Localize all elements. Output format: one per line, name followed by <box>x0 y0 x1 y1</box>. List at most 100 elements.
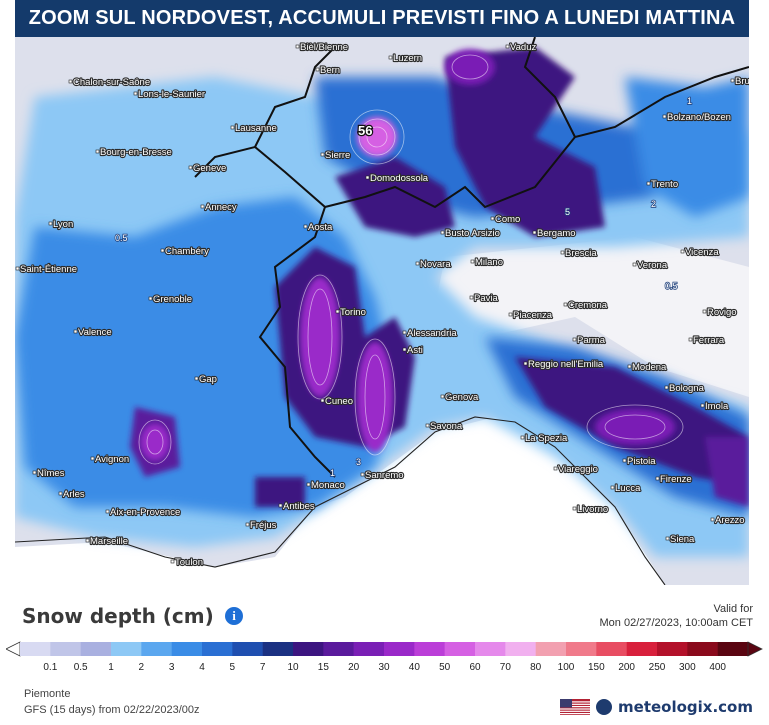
city-label: Bièl/Bienne <box>300 42 348 53</box>
city-marker <box>68 79 73 84</box>
city-marker <box>627 364 632 369</box>
map-canvas: 0.5 0.5 1 1 3 2 5 Bièl/Bienne Luzern Vaduz… <box>15 37 749 585</box>
city-marker <box>563 302 568 307</box>
city-marker <box>680 249 685 254</box>
city-marker <box>664 385 669 390</box>
city-marker <box>470 259 475 264</box>
city-label: Bourg-en-Bresse <box>100 147 172 158</box>
scale-tick-label: 250 <box>648 662 666 673</box>
scale-cell <box>111 642 142 656</box>
max-snow-label: 56 <box>358 123 372 138</box>
city-label: Bolzano/Bozen <box>667 112 731 123</box>
city-marker <box>48 221 53 226</box>
city-label: Chambéry <box>165 246 209 257</box>
scale-right-arrow <box>747 641 763 657</box>
scale-tick-label: 20 <box>348 662 360 673</box>
scale-tick-label: 1 <box>108 662 114 673</box>
city-marker <box>188 165 193 170</box>
city-marker <box>572 506 577 511</box>
scale-tick-label: 80 <box>530 662 542 673</box>
scale-tick-label: 40 <box>408 662 420 673</box>
city-label: Piacenza <box>513 310 553 321</box>
city-label: Cremona <box>568 300 608 311</box>
city-marker <box>194 376 199 381</box>
city-label: Bern <box>320 65 340 76</box>
low-snow-area <box>435 237 749 397</box>
scale-tick-label: 60 <box>469 662 481 673</box>
city-label: Lausanne <box>235 123 277 134</box>
scale-tick-label: 200 <box>618 662 635 673</box>
city-marker <box>245 522 250 527</box>
city-marker <box>306 482 311 487</box>
city-marker <box>402 330 407 335</box>
isolines <box>138 54 684 465</box>
city-marker <box>490 216 495 221</box>
city-label: Cuneo <box>325 396 353 407</box>
city-marker <box>700 403 705 408</box>
city-label: Fréjus <box>250 520 277 531</box>
city-label: Modena <box>632 362 667 373</box>
scale-cell <box>20 642 51 656</box>
city-label: Lons-le-Saunier <box>138 89 205 100</box>
city-marker <box>710 517 715 522</box>
city-label: Valence <box>78 327 112 338</box>
info-icon[interactable]: i <box>225 607 243 625</box>
city-label: Milano <box>475 257 503 268</box>
city-marker <box>662 114 667 119</box>
city-label: Brescia <box>565 248 597 259</box>
city-marker <box>160 248 165 253</box>
city-marker <box>702 309 707 314</box>
city-label: Bergamo <box>537 228 576 239</box>
city-label: Novara <box>420 259 451 270</box>
city-label: Grenoble <box>153 294 192 305</box>
svg-text:3: 3 <box>356 457 361 467</box>
city-labels: Bièl/Bienne Luzern Vaduz Bern Bruneck Chalon-… <box>15 41 749 569</box>
city-marker <box>278 503 283 508</box>
scale-tick-label: 10 <box>287 662 299 673</box>
city-marker <box>532 230 537 235</box>
city-label: Genova <box>445 392 479 403</box>
scale-cell <box>293 642 324 656</box>
city-label: Aix-en-Provence <box>110 507 180 518</box>
city-marker <box>303 224 308 229</box>
valid-for-date: Mon 02/27/2023, 10:00am CET <box>599 617 753 629</box>
meteologix-logo-icon <box>596 699 613 715</box>
city-label: Verona <box>637 260 668 271</box>
scale-tick-label: 2 <box>138 662 145 673</box>
city-label: Savona <box>430 421 463 432</box>
scale-tick-label: 5 <box>229 662 236 673</box>
scale-tick-label: 0.1 <box>43 662 58 673</box>
brand-block[interactable]: meteologix.com <box>560 698 753 716</box>
scale-tick-label: 15 <box>317 662 329 673</box>
color-scale-bar <box>6 641 763 657</box>
city-label: Marseille <box>90 536 128 547</box>
scale-tick-label: 150 <box>587 662 605 673</box>
city-marker <box>230 125 235 130</box>
sea-area-west <box>15 497 345 585</box>
city-label: Como <box>495 214 520 225</box>
isoline-labels: 0.5 0.5 1 1 3 2 5 <box>114 95 693 479</box>
scale-tick-label: 100 <box>557 662 575 673</box>
city-marker <box>32 470 37 475</box>
svg-text:1: 1 <box>687 96 692 106</box>
city-label: Avignon <box>95 454 129 465</box>
snow-depth-map[interactable]: 0.5 0.5 1 1 3 2 5 Bièl/Bienne Luzern Vaduz… <box>15 37 749 585</box>
city-label: Antibes <box>283 501 315 512</box>
scale-cell <box>202 642 233 656</box>
city-marker <box>572 337 577 342</box>
city-label: Alessandria <box>407 328 457 339</box>
city-marker <box>148 296 153 301</box>
us-flag-icon[interactable] <box>560 699 591 715</box>
svg-text:1: 1 <box>330 468 335 478</box>
city-marker <box>560 250 565 255</box>
city-marker <box>665 536 670 541</box>
city-label: Viareggio <box>558 464 598 475</box>
scale-tick-label: 4 <box>199 662 205 673</box>
sea-area <box>345 417 665 585</box>
scale-cell <box>384 642 415 656</box>
city-label: La Spezia <box>525 433 568 444</box>
city-label: Livorno <box>577 504 608 515</box>
city-marker <box>335 309 340 314</box>
scale-tick-label: 400 <box>709 662 726 673</box>
legend-title: Snow depth (cm) <box>22 604 214 628</box>
